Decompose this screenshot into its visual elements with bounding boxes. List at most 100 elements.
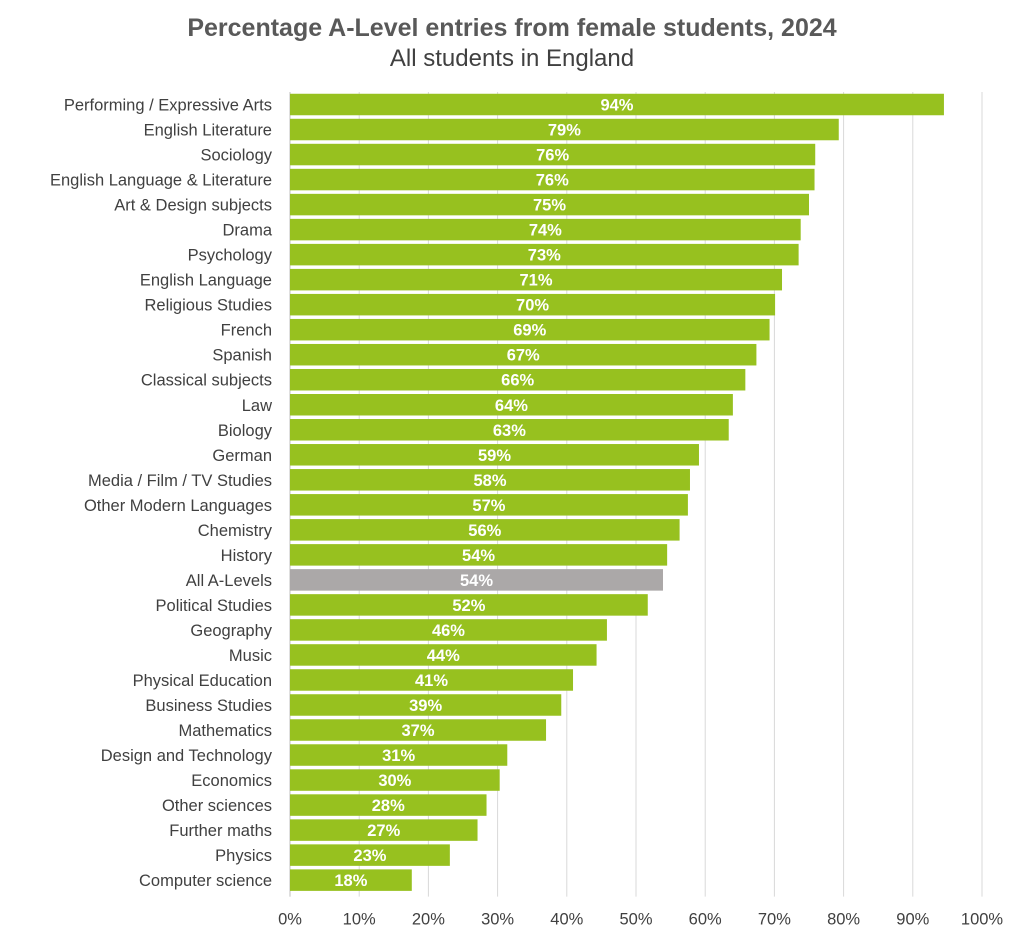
category-label: Geography: [190, 622, 272, 640]
category-label: Drama: [222, 222, 272, 240]
bar: [290, 293, 776, 316]
bar: [290, 494, 688, 516]
bar-value-label: 52%: [452, 597, 485, 615]
category-label: Religious Studies: [145, 297, 273, 315]
category-label: Design and Technology: [101, 747, 273, 765]
bar-value-label: 54%: [460, 572, 493, 590]
bar-value-label: 59%: [478, 447, 511, 465]
x-tick-label: 10%: [343, 911, 376, 929]
x-tick-label: 0%: [278, 911, 302, 929]
bar-value-label: 37%: [402, 722, 435, 740]
category-label: Mathematics: [178, 722, 272, 740]
category-label: Physical Education: [133, 672, 272, 690]
bar: [290, 669, 574, 691]
bar: [290, 143, 816, 166]
chart-subtitle: All students in England: [389, 45, 635, 72]
bar-value-label: 75%: [533, 197, 566, 215]
bar-value-label: 39%: [409, 697, 442, 715]
bar: [290, 844, 450, 866]
x-tick-label: 70%: [758, 911, 791, 929]
bar-value-label: 31%: [382, 747, 415, 765]
category-label: English Literature: [144, 122, 272, 140]
x-tick-label: 80%: [827, 911, 860, 929]
category-label: Political Studies: [156, 597, 272, 615]
bar-value-label: 67%: [507, 347, 540, 365]
category-label: Music: [229, 647, 272, 665]
bar: [290, 444, 699, 466]
bar: [290, 794, 487, 816]
bar-value-label: 63%: [493, 422, 526, 440]
category-label: Law: [242, 397, 272, 415]
category-label: Spanish: [212, 347, 272, 365]
category-label: Sociology: [200, 147, 272, 165]
bar-value-label: 23%: [353, 847, 386, 865]
bar: [290, 93, 944, 116]
bar: [290, 569, 663, 591]
bar-value-label: 71%: [519, 272, 552, 290]
x-axis-ticks: 0% 10% 20% 30% 40% 50% 60% 70% 80% 90% 100%: [278, 911, 1003, 929]
category-label: Classical subjects: [141, 372, 272, 390]
category-label: All A-Levels: [186, 572, 272, 590]
x-tick-label: 90%: [896, 911, 929, 929]
category-label: Biology: [218, 422, 273, 440]
bar-value-label: 41%: [415, 672, 448, 690]
bar: [290, 544, 668, 566]
category-label: Chemistry: [198, 522, 273, 540]
bar: [290, 869, 412, 891]
x-tick-label: 60%: [689, 911, 722, 929]
bar-value-label: 76%: [536, 147, 569, 165]
x-tick-label: 20%: [412, 911, 445, 929]
chart-title: Percentage A-Level entries from female s…: [187, 14, 837, 42]
bar: [290, 619, 607, 641]
bar-value-label: 58%: [473, 472, 506, 490]
bar: [290, 394, 733, 416]
bar: [290, 469, 690, 491]
bar-value-label: 79%: [548, 122, 581, 140]
x-tick-label: 30%: [481, 911, 514, 929]
bar: [290, 594, 648, 616]
category-label: German: [212, 447, 272, 465]
bar: [290, 368, 746, 391]
bars: 94% 79% 76% 76% 75% 74% 73% 71% 70% 69% 67% 66% 64% 6…: [290, 93, 944, 891]
bar-value-label: 18%: [334, 872, 367, 890]
bar-value-label: 69%: [513, 322, 546, 340]
bar: [290, 769, 500, 791]
bar-value-label: 73%: [528, 247, 561, 265]
category-label: Business Studies: [145, 697, 272, 715]
bar: [290, 168, 815, 191]
category-label: Media / Film / TV Studies: [88, 472, 272, 490]
category-label: Economics: [191, 772, 272, 790]
bar-value-label: 66%: [501, 372, 534, 390]
bar: [290, 268, 783, 291]
bar: [290, 243, 799, 266]
category-label: Psychology: [188, 247, 273, 265]
category-label: History: [221, 547, 273, 565]
bar-value-label: 27%: [367, 822, 400, 840]
bar-value-label: 44%: [427, 647, 460, 665]
bar: [290, 819, 478, 841]
category-label: Computer science: [139, 872, 272, 890]
bar: [290, 118, 839, 141]
category-label: English Language & Literature: [50, 172, 272, 190]
bar-value-label: 64%: [495, 397, 528, 415]
bar: [290, 719, 547, 741]
category-label: French: [221, 322, 272, 340]
x-tick-label: 50%: [619, 911, 652, 929]
bar-value-label: 54%: [462, 547, 495, 565]
bar: [290, 343, 757, 366]
bar-value-label: 70%: [516, 297, 549, 315]
x-tick-label: 40%: [550, 911, 583, 929]
bar: [290, 744, 508, 766]
bar: [290, 644, 597, 666]
category-label: Other Modern Languages: [84, 497, 272, 515]
bar-value-label: 28%: [372, 797, 405, 815]
category-label: Physics: [215, 847, 272, 865]
bar: [290, 519, 680, 541]
bar-value-label: 76%: [536, 172, 569, 190]
category-label: Other sciences: [162, 797, 272, 815]
bar-value-label: 30%: [378, 772, 411, 790]
bar: [290, 318, 770, 341]
bar-value-label: 57%: [472, 497, 505, 515]
bar-value-label: 94%: [600, 97, 633, 115]
